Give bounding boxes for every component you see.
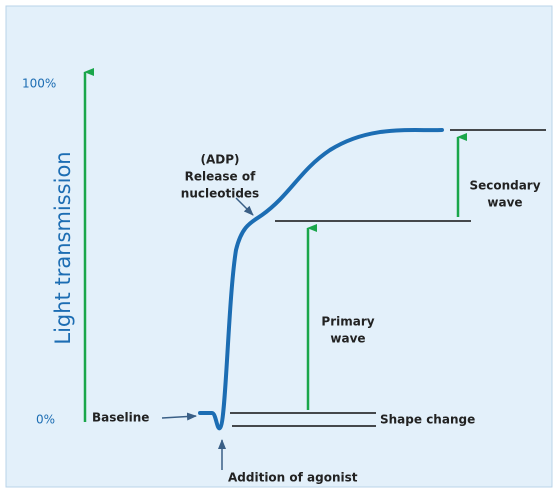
secondary-label: Secondary	[469, 179, 540, 193]
top-label: 100%	[22, 77, 56, 91]
axis-title: Light transmission	[51, 151, 75, 344]
shape-change-label: Shape change	[380, 413, 475, 427]
background	[5, 5, 553, 488]
release-label: nucleotides	[181, 187, 259, 201]
release-label: (ADP)	[200, 153, 239, 167]
secondary-label: wave	[487, 196, 522, 210]
pointer	[161, 412, 197, 421]
release-label: Release of	[185, 170, 256, 184]
aggregation-curve	[198, 128, 444, 431]
agonist-label: Addition of agonist	[228, 471, 358, 485]
primary-label: Primary	[321, 315, 374, 329]
primary-label: wave	[330, 332, 365, 346]
pointer	[235, 197, 254, 216]
bottom-label: 0%	[36, 413, 55, 427]
baseline-label: Baseline	[92, 411, 149, 425]
